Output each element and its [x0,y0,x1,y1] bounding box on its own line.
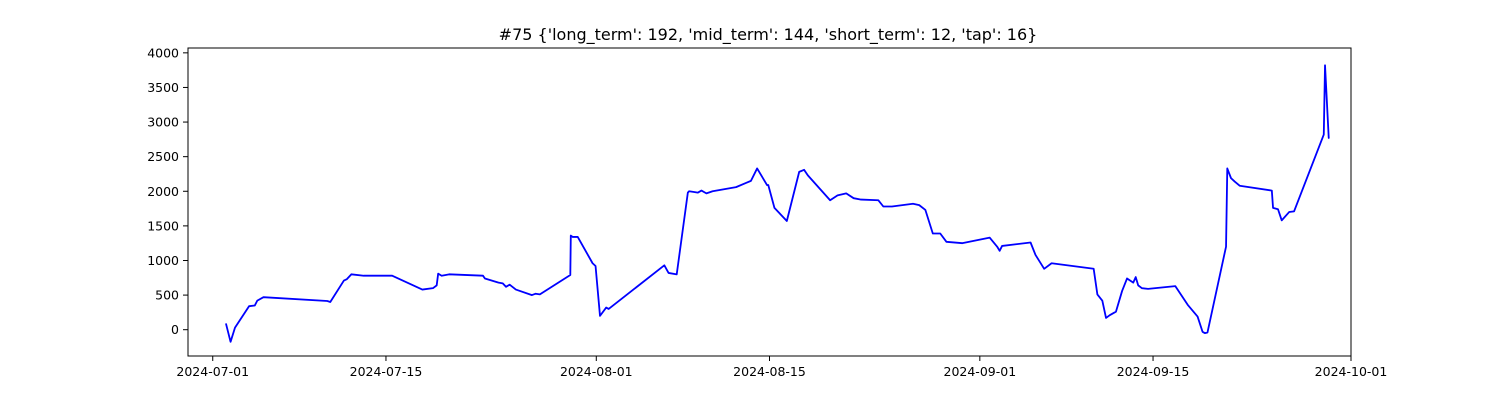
x-tick-label: 2024-09-15 [1117,364,1190,379]
plot-area-frame [187,47,1352,357]
y-tick-label: 3000 [147,115,179,130]
series-line [225,64,1330,343]
x-tick-label: 2024-10-01 [1315,364,1388,379]
x-tick-label: 2024-07-15 [350,364,423,379]
chart-title: #75 {'long_term': 192, 'mid_term': 144, … [499,25,1038,45]
y-tick-label: 500 [155,288,179,303]
x-axis: 2024-07-01 2024-07-15 2024-08-01 2024-08-15… [176,356,1387,379]
y-tick-label: 0 [171,322,179,337]
y-tick-label: 1500 [147,218,179,233]
x-tick-label: 2024-07-01 [176,364,249,379]
y-tick-label: 3500 [147,80,179,95]
y-tick-label: 4000 [147,45,179,60]
series-group [225,64,1330,343]
y-tick-label: 2500 [147,149,179,164]
y-tick-label: 1000 [147,253,179,268]
x-tick-label: 2024-09-01 [944,364,1017,379]
x-tick-label: 2024-08-01 [560,364,633,379]
x-tick-label: 2024-08-15 [733,364,806,379]
y-tick-label: 2000 [147,184,179,199]
y-axis: 0 500 1000 1500 2000 2500 3000 3500 4000 [147,45,188,337]
